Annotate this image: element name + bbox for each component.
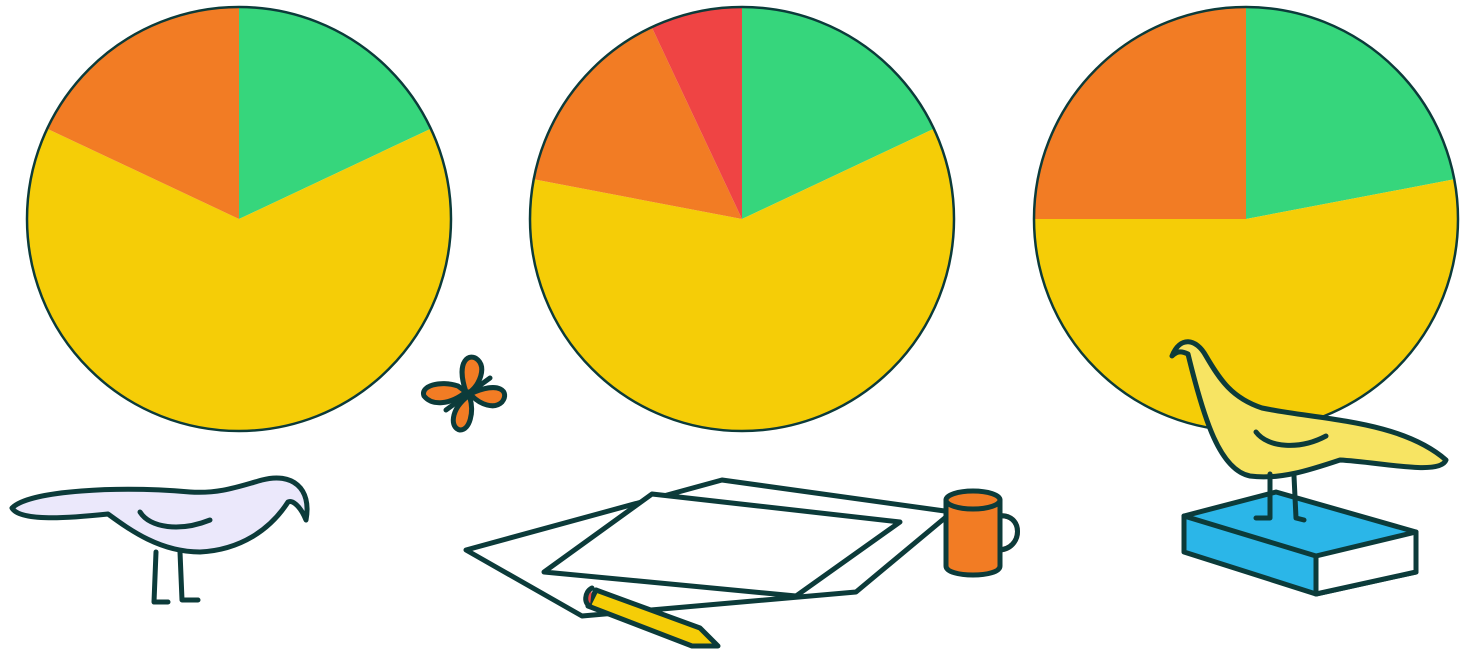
- pie-slice: [651, 7, 742, 219]
- bird-illustration: [9, 475, 310, 605]
- pie-slice: [1034, 7, 1246, 219]
- pie-outline: [528, 5, 956, 433]
- pie-charts: [25, 5, 1460, 433]
- pie-slice: [239, 7, 431, 219]
- pie-slice: [1246, 7, 1455, 219]
- butterfly-illustration: [421, 354, 508, 433]
- pie-slice: [26, 128, 451, 432]
- pie-slice: [742, 7, 934, 219]
- pie-slice: [1034, 179, 1458, 431]
- mug-illustration: [943, 488, 1020, 578]
- papers-illustration: [463, 477, 955, 649]
- pie-slice: [533, 27, 742, 219]
- bird-on-book-illustration: [1169, 339, 1449, 597]
- pie-outline: [25, 5, 453, 433]
- pie-slice: [530, 128, 955, 431]
- pie-slice: [47, 6, 239, 219]
